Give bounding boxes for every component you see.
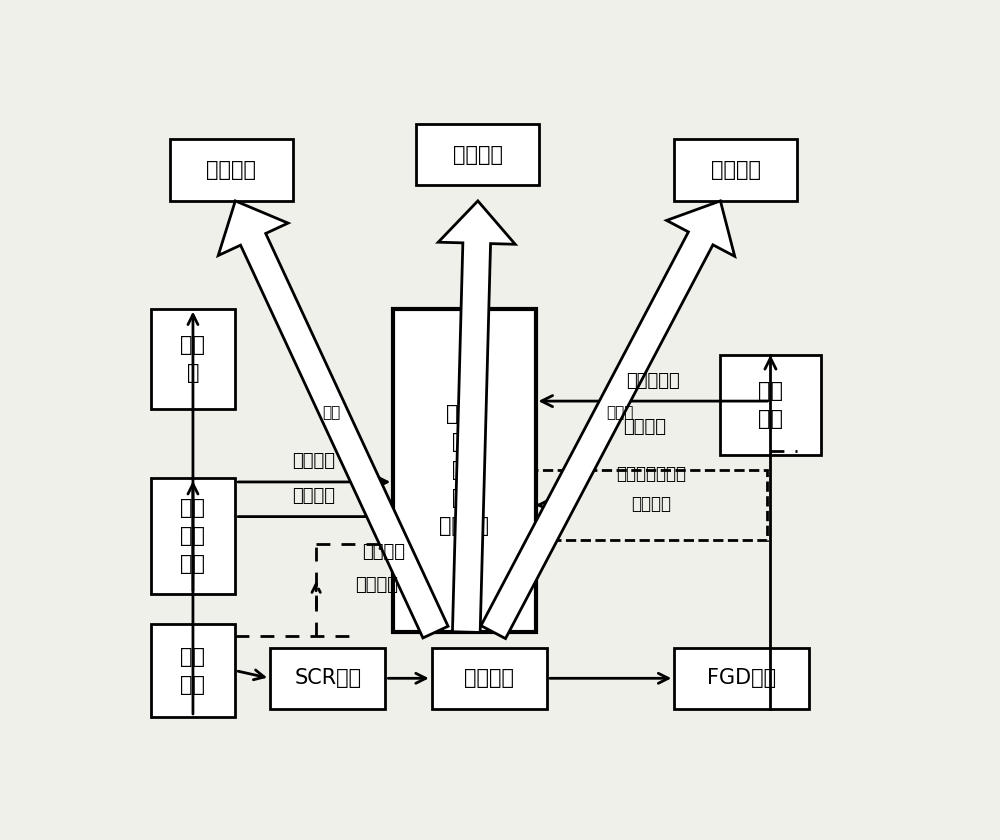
Text: 高点排空: 高点排空 xyxy=(362,543,405,561)
Bar xyxy=(151,624,235,717)
Text: 生物养殖: 生物养殖 xyxy=(206,160,256,180)
Polygon shape xyxy=(218,201,448,638)
Text: 食品级: 食品级 xyxy=(607,405,634,420)
Bar xyxy=(674,139,797,201)
Text: 净化烟气: 净化烟气 xyxy=(631,495,671,512)
Text: 低温烟气: 低温烟气 xyxy=(623,417,666,436)
Text: 食品加工: 食品加工 xyxy=(711,160,761,180)
Text: 初步净化后: 初步净化后 xyxy=(626,371,680,390)
Bar xyxy=(270,648,385,709)
Bar xyxy=(151,308,235,409)
Text: 烟囱
排空: 烟囱 排空 xyxy=(758,381,783,429)
Text: 冷凝
塔: 冷凝 塔 xyxy=(180,335,205,383)
Polygon shape xyxy=(438,201,515,633)
Bar xyxy=(170,139,293,201)
Text: 蒸汽
轮机
发电: 蒸汽 轮机 发电 xyxy=(180,498,205,574)
Text: 烟道气
净化
捕集
精制
工艺系统: 烟道气 净化 捕集 精制 工艺系统 xyxy=(439,404,489,537)
Bar xyxy=(720,354,821,455)
Text: 再生热源: 再生热源 xyxy=(292,453,335,470)
Text: 脱硫脱硝脱碳后: 脱硫脱硝脱碳后 xyxy=(616,465,686,484)
Bar xyxy=(151,478,235,594)
Bar xyxy=(393,308,536,632)
Bar xyxy=(416,123,539,186)
Text: 电站
锅炉: 电站 锅炉 xyxy=(180,647,205,695)
Bar xyxy=(674,648,809,709)
Text: 工业应用: 工业应用 xyxy=(453,144,503,165)
Text: SCR脱硝: SCR脱硝 xyxy=(294,669,361,688)
Text: 低压蒸汽: 低压蒸汽 xyxy=(292,487,335,505)
Polygon shape xyxy=(481,201,735,638)
Text: 静电除尘: 静电除尘 xyxy=(464,669,514,688)
Bar xyxy=(432,648,547,709)
Text: 净化烟气: 净化烟气 xyxy=(355,575,398,594)
Bar xyxy=(536,470,767,539)
Text: FGD脱硫: FGD脱硫 xyxy=(707,669,776,688)
Text: 化排: 化排 xyxy=(322,405,341,420)
